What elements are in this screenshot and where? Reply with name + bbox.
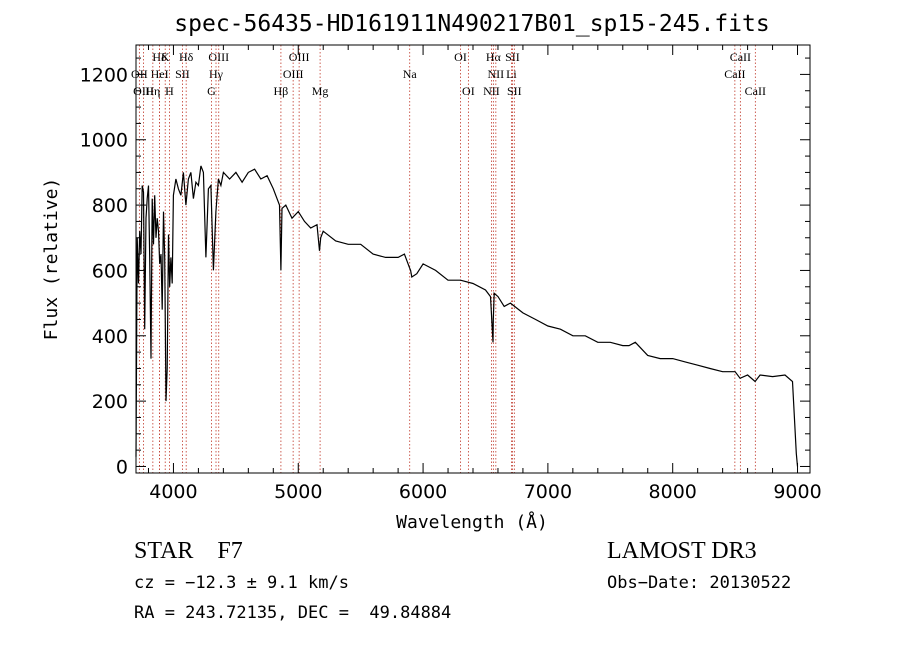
chart-title: spec-56435-HD161911N490217B01_sp15-245.f… [174, 11, 769, 37]
spectral-line-label: OIII [133, 84, 154, 98]
x-axis-ticks: 4000 5000 6000 7000 8000 9000 [147, 45, 822, 503]
y-tick-label: 800 [92, 195, 128, 217]
y-tick-label: 600 [92, 260, 128, 282]
y-tick-label: 400 [92, 326, 128, 348]
spectral-line-label: NII [483, 84, 500, 98]
spectral-line-label: Hγ [209, 67, 224, 81]
spectral-line-label: NII [488, 67, 505, 81]
y-tick-label: 1200 [80, 64, 128, 86]
observation-date: Obs−Date: 20130522 [607, 573, 792, 593]
spectral-line-label: OI [462, 84, 475, 98]
x-tick-label: 6000 [399, 481, 447, 503]
spectral-line-label: CaII [745, 84, 766, 98]
spectral-line-label: Hβ [274, 84, 289, 98]
plot-frame [135, 44, 811, 474]
spectral-line-label: OIII [289, 50, 310, 64]
axes-frame [135, 44, 811, 474]
spectral-line-label: SII [507, 84, 522, 98]
spectral-line-label: CaII [724, 67, 745, 81]
y-axis-label: Flux (relative) [41, 178, 62, 341]
x-tick-label: 7000 [524, 481, 572, 503]
y-tick-label: 200 [92, 391, 128, 413]
y-tick-label: 1000 [80, 130, 128, 152]
x-tick-label: 4000 [149, 481, 197, 503]
spectral-line-label: OIII [283, 67, 304, 81]
spectral-line-label: G [207, 84, 216, 98]
x-tick-label: 9000 [773, 481, 821, 503]
spectral-line-label: HeI [151, 67, 169, 81]
spectral-line-label: OI [454, 50, 467, 64]
spectral-line-label: SII [505, 50, 520, 64]
spectral-line-label: CaII [730, 50, 751, 64]
survey-name: LAMOST DR3 [607, 538, 757, 564]
x-tick-label: 5000 [274, 481, 322, 503]
spectral-line-label: Li [506, 67, 517, 81]
spectral-line-label: K [161, 50, 170, 64]
spectral-line-label: Hη [145, 84, 160, 98]
spectral-line-label: H [165, 84, 174, 98]
x-axis-label: Wavelength (Å) [396, 511, 548, 533]
redshift-cz: cz = −12.3 ± 9.1 km/s [134, 573, 349, 593]
object-class: STAR F7 [134, 538, 243, 564]
spectrum-line [135, 165, 799, 467]
spectral-line-label: Na [403, 67, 418, 81]
spectral-line-label: SII [175, 67, 190, 81]
spectral-line-label: Hδ [179, 50, 194, 64]
spectral-line-label: Mg [312, 84, 329, 98]
y-tick-label: 0 [116, 456, 128, 478]
spectral-line-label: OIII [208, 50, 229, 64]
coordinates-ra-dec: RA = 243.72135, DEC = 49.84884 [134, 603, 452, 623]
y-axis-ticks: 0 200 400 600 800 1000 1200 [80, 57, 810, 478]
x-tick-label: 8000 [649, 481, 697, 503]
spectral-line-label: Hα [486, 50, 502, 64]
